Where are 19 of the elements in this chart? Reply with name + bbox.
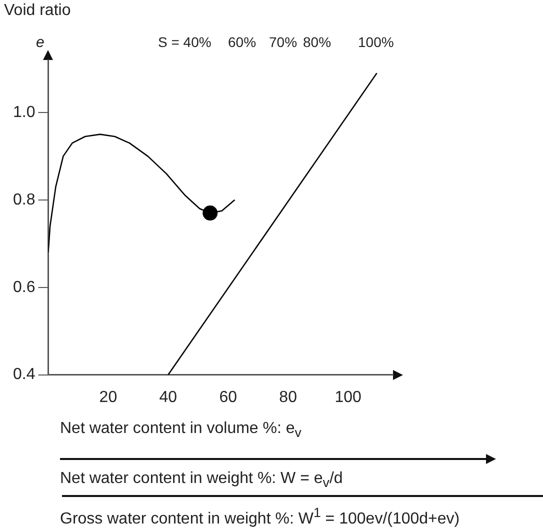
text: 80% [303,34,332,50]
x-tick-label: 40 [159,388,178,406]
text: e [36,34,44,51]
y-tick-label: 0.6 [12,278,36,296]
y-tick-label: 0.8 [12,191,36,208]
text: 100% [358,34,394,50]
text: 60% [228,34,256,50]
x-axis-title: Net water content in volume %: e$_{v}$ [60,420,302,440]
x-tick-label: 100 [334,388,362,406]
text: S = 40% [158,34,212,50]
text: 70% [269,34,298,50]
x-tick-label: 80 [279,388,298,406]
x-tick-label: 60 [219,388,238,406]
text: Gross water content in weight %: W$^{1}$ = 100ev/(100d+ev) [60,505,460,528]
y-tick-label: 0.4 [12,366,36,384]
text: Net water content in weight %: W = e$_{v}$/d [60,470,343,490]
y-tick-label: 1.0 [12,104,36,121]
y-axis-title: Void ratio [4,2,71,20]
x-tick-label: 20 [99,388,118,406]
